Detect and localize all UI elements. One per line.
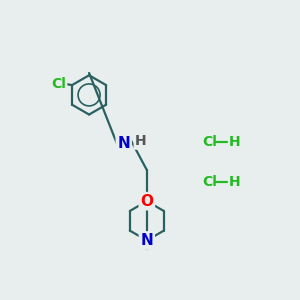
Text: O: O xyxy=(140,194,153,209)
Text: Cl: Cl xyxy=(202,175,217,188)
Text: N: N xyxy=(140,233,153,248)
Text: Cl: Cl xyxy=(202,135,217,149)
Text: Cl: Cl xyxy=(51,77,66,91)
Text: H: H xyxy=(135,134,147,148)
Text: H: H xyxy=(229,175,241,188)
Text: N: N xyxy=(117,136,130,151)
Text: H: H xyxy=(229,135,241,149)
